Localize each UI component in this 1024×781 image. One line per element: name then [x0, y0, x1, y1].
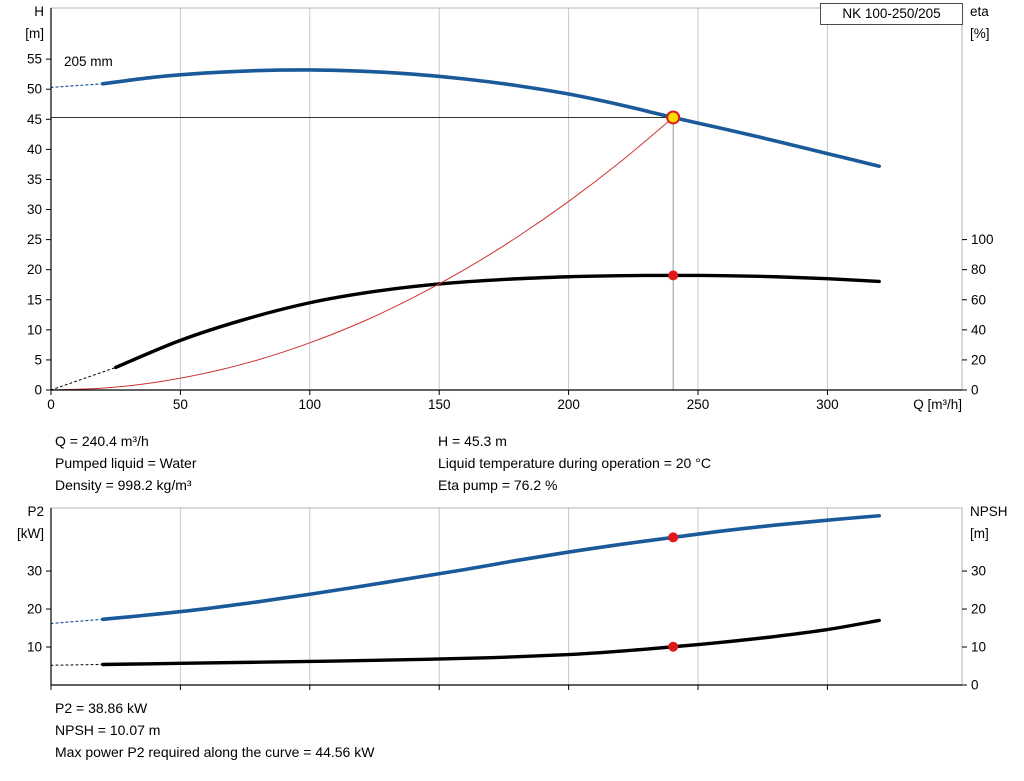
npsh-curve-dashed: [50, 663, 104, 666]
pump-model-box: NK 100-250/205: [820, 3, 963, 25]
eta-duty-point: [668, 270, 679, 281]
y-tick-label: 45: [27, 112, 42, 127]
x-tick-label: 250: [687, 397, 710, 412]
y-tick-right-label: 0: [971, 678, 979, 693]
pumped-liquid-text: Pumped liquid = Water: [55, 455, 197, 471]
max-power-text: Max power P2 required along the curve = …: [55, 744, 375, 760]
y-tick-label: 5: [34, 352, 42, 367]
y-axis-label-right: [%]: [970, 26, 990, 41]
head-curve-dashed: [50, 83, 104, 89]
y-tick-right-label: 40: [971, 322, 986, 337]
y-tick-right-label: 10: [971, 640, 986, 655]
duty-head-text: H = 45.3 m: [438, 433, 507, 449]
x-tick-label: 300: [816, 397, 839, 412]
system-curve: [50, 116, 674, 391]
x-tick-label: 200: [557, 397, 580, 412]
p2-curve: [100, 513, 881, 622]
p2-duty-point: [668, 532, 679, 543]
y-axis-label-left: P2: [27, 504, 44, 519]
y-axis-label-right: [m]: [970, 526, 989, 541]
liquid-temp-text: Liquid temperature during operation = 20…: [438, 455, 711, 471]
y-tick-label: 20: [27, 262, 42, 277]
duty-point[interactable]: [666, 110, 681, 125]
npsh-duty-point: [668, 641, 679, 652]
density-text: Density = 998.2 kg/m³: [55, 477, 192, 493]
y-tick-right-label: 60: [971, 292, 986, 307]
y-axis-label-right: eta: [970, 4, 989, 19]
npsh-value-text: NPSH = 10.07 m: [55, 722, 161, 738]
eta-curve-dashed: [50, 366, 117, 391]
y-tick-label: 50: [27, 82, 42, 97]
y-tick-label: 25: [27, 232, 42, 247]
x-tick-label: 50: [173, 397, 188, 412]
x-tick-label: 100: [299, 397, 322, 412]
impeller-size-label: 205 mm: [64, 54, 113, 69]
x-axis-label: Q [m³/h]: [913, 397, 962, 412]
y-axis-label-left: [kW]: [17, 526, 44, 541]
y-axis-label-right: NPSH: [970, 504, 1008, 519]
y-tick-label: 20: [27, 602, 42, 617]
y-axis-label-left: [m]: [25, 26, 44, 41]
y-tick-label: 30: [27, 202, 42, 217]
y-tick-right-label: 100: [971, 232, 994, 247]
duty-flow-text: Q = 240.4 m³/h: [55, 433, 149, 449]
y-tick-right-label: 20: [971, 352, 986, 367]
y-tick-label: 15: [27, 292, 42, 307]
x-tick-label: 150: [428, 397, 451, 412]
y-tick-label: 55: [27, 52, 42, 67]
hq-eta-chart: 0 5 10 15 20 25 30 35 40 45 50 55 0 20 40 60 80 100 0 50 100…: [25, 4, 993, 412]
y-tick-label: 10: [27, 322, 42, 337]
p2-value-text: P2 = 38.86 kW: [55, 700, 148, 716]
npsh-curve: [101, 618, 881, 667]
y-tick-right-label: 30: [971, 564, 986, 579]
y-tick-label: 30: [27, 564, 42, 579]
y-tick-label: 0: [34, 383, 42, 398]
plot-frame: [50, 7, 963, 391]
pump-model-label: NK 100-250/205: [842, 6, 941, 21]
y-tick-right-label: 20: [971, 602, 986, 617]
y-axis-label-left: H: [34, 4, 44, 19]
y-tick-right-label: 80: [971, 262, 986, 277]
y-tick-label: 35: [27, 172, 42, 187]
eta-curve: [114, 273, 881, 370]
head-curve: [100, 68, 881, 169]
p2-curve-dashed: [50, 618, 104, 625]
y-tick-right-label: 0: [971, 383, 979, 398]
y-tick-label: 10: [27, 640, 42, 655]
x-tick-label: 0: [47, 397, 55, 412]
y-tick-label: 40: [27, 142, 42, 157]
p2-npsh-chart: 10 20 30 0 10 20 30 P2 [kW] NPSH [m]: [17, 504, 1008, 693]
eta-pump-text: Eta pump = 76.2 %: [438, 477, 558, 493]
